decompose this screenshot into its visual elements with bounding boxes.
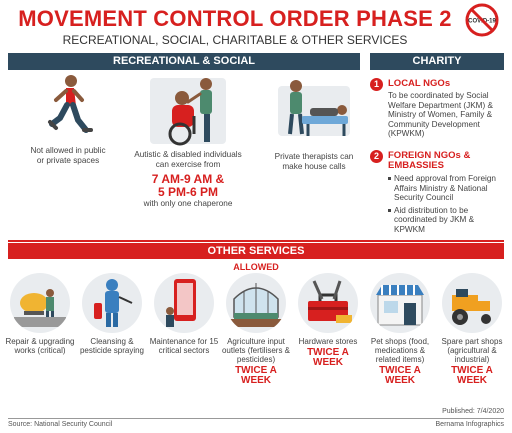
number-badge: 1	[370, 78, 383, 91]
charity-bullet: Aid distribution to be coordinated by JK…	[388, 206, 506, 235]
section-divider	[8, 240, 504, 242]
therapist-icon	[278, 80, 350, 136]
sprayer-icon	[94, 279, 133, 327]
service-icon-circle	[370, 273, 430, 333]
service-item: Repair & upgrading works (critical)	[4, 273, 76, 355]
section-recreational-heading: RECREATIONAL & SOCIAL	[8, 53, 360, 70]
source-credit: Source: National Security Council	[8, 421, 113, 428]
number-badge: 2	[370, 150, 383, 163]
charity-foreign-title: FOREIGN NGOs & EMBASSIES	[388, 150, 471, 171]
bullet-dot	[388, 208, 391, 212]
twice-a-week-label: TWICE A WEEK	[451, 365, 493, 386]
page-title: MOVEMENT CONTROL ORDER PHASE 2	[18, 6, 452, 31]
service-icon-circle	[226, 273, 286, 333]
charity-foreign-body-wrap: FOREIGN NGOs & EMBASSIES Need approval f…	[388, 151, 506, 234]
pet-shop-icon	[376, 285, 424, 326]
service-item: Maintenance for 15 critical sectors	[148, 273, 220, 355]
service-label: Agriculture input outlets (fertilisers &…	[221, 337, 291, 364]
twice-a-week-label: TWICE A WEEK	[379, 365, 421, 386]
section-other-heading: OTHER SERVICES	[8, 243, 504, 259]
service-item: Pet shops (food, medications & related i…	[364, 273, 436, 386]
rec-item-therapist: Private therapists can make house calls	[270, 72, 358, 171]
rec-item-exercise: Autistic & disabled individuals can exer…	[134, 72, 242, 209]
cement-mixer-icon	[14, 289, 66, 327]
charity-foreign: 2	[370, 150, 383, 163]
charity-bullet-text: Need approval from Foreign Affairs Minis…	[394, 174, 496, 202]
charity-local-title: LOCAL NGOs	[388, 78, 451, 89]
rec-item-text: Private therapists can make house calls	[274, 152, 354, 171]
service-label: Maintenance for 15 critical sectors	[149, 337, 219, 355]
publisher-credit: Bernama Infographics	[435, 421, 504, 428]
section-charity-heading: CHARITY	[370, 53, 504, 70]
recreational-section: Not allowed in public or private spaces …	[8, 72, 360, 237]
service-label: Hardware stores	[298, 337, 358, 346]
runner-icon	[48, 75, 93, 133]
service-item: Cleansing & pesticide spraying	[76, 273, 148, 355]
rec-item-text: Autistic & disabled individuals can exer…	[134, 150, 242, 169]
footer-rule	[8, 418, 504, 419]
service-icon-circle	[10, 273, 70, 333]
service-icon-circle	[298, 273, 358, 333]
charity-bullet: Need approval from Foreign Affairs Minis…	[388, 174, 506, 203]
page-subtitle: RECREATIONAL, SOCIAL, CHARITABLE & OTHER…	[62, 33, 408, 47]
service-item: Agriculture input outlets (fertilisers &…	[220, 273, 292, 386]
bullet-dot	[388, 177, 391, 180]
charity-local-body-wrap: LOCAL NGOs To be coordinated by Social W…	[388, 79, 506, 139]
allowed-label: ALLOWED	[233, 262, 279, 272]
charity-section: 1 LOCAL NGOs To be coordinated by Social…	[370, 76, 508, 238]
charity-bullet-text: Aid distribution to be coordinated by JK…	[394, 205, 475, 234]
service-icon-circle	[82, 273, 142, 333]
tractor-icon	[452, 289, 491, 325]
service-label: Cleansing & pesticide spraying	[79, 337, 145, 355]
exercise-time-morning: 7 AM-9 AM &	[151, 172, 225, 186]
charity-local: 1	[370, 78, 383, 91]
service-icon-circle	[442, 273, 502, 333]
service-item: Hardware stores TWICE A WEEK	[292, 273, 364, 368]
no-covid-icon: COVID-19	[465, 3, 499, 37]
service-item: Spare part shops (agricultural & industr…	[436, 273, 508, 386]
service-icon-circle	[154, 273, 214, 333]
rec-item-text: Not allowed in public or private spaces	[30, 146, 106, 165]
rec-item-not-allowed: Not allowed in public or private spaces	[28, 72, 108, 165]
toolbox-icon	[308, 280, 352, 323]
exercise-time-evening: 5 PM-6 PM	[157, 185, 218, 199]
charity-local-body: To be coordinated by Social Welfare Depa…	[388, 91, 493, 138]
greenhouse-icon	[230, 283, 282, 327]
wheelchair-icon	[150, 78, 226, 146]
service-label: Repair & upgrading works (critical)	[5, 337, 75, 355]
twice-a-week-label: TWICE A WEEK	[235, 365, 277, 386]
twice-a-week-label: TWICE A WEEK	[307, 347, 349, 368]
service-label: Spare part shops (agricultural & industr…	[441, 337, 503, 364]
published-date: Published: 7/4/2020	[442, 408, 504, 415]
service-label: Pet shops (food, medications & related i…	[370, 337, 430, 364]
rec-item-note: with only one chaperone	[143, 199, 233, 208]
phone-repair-icon	[166, 279, 196, 327]
